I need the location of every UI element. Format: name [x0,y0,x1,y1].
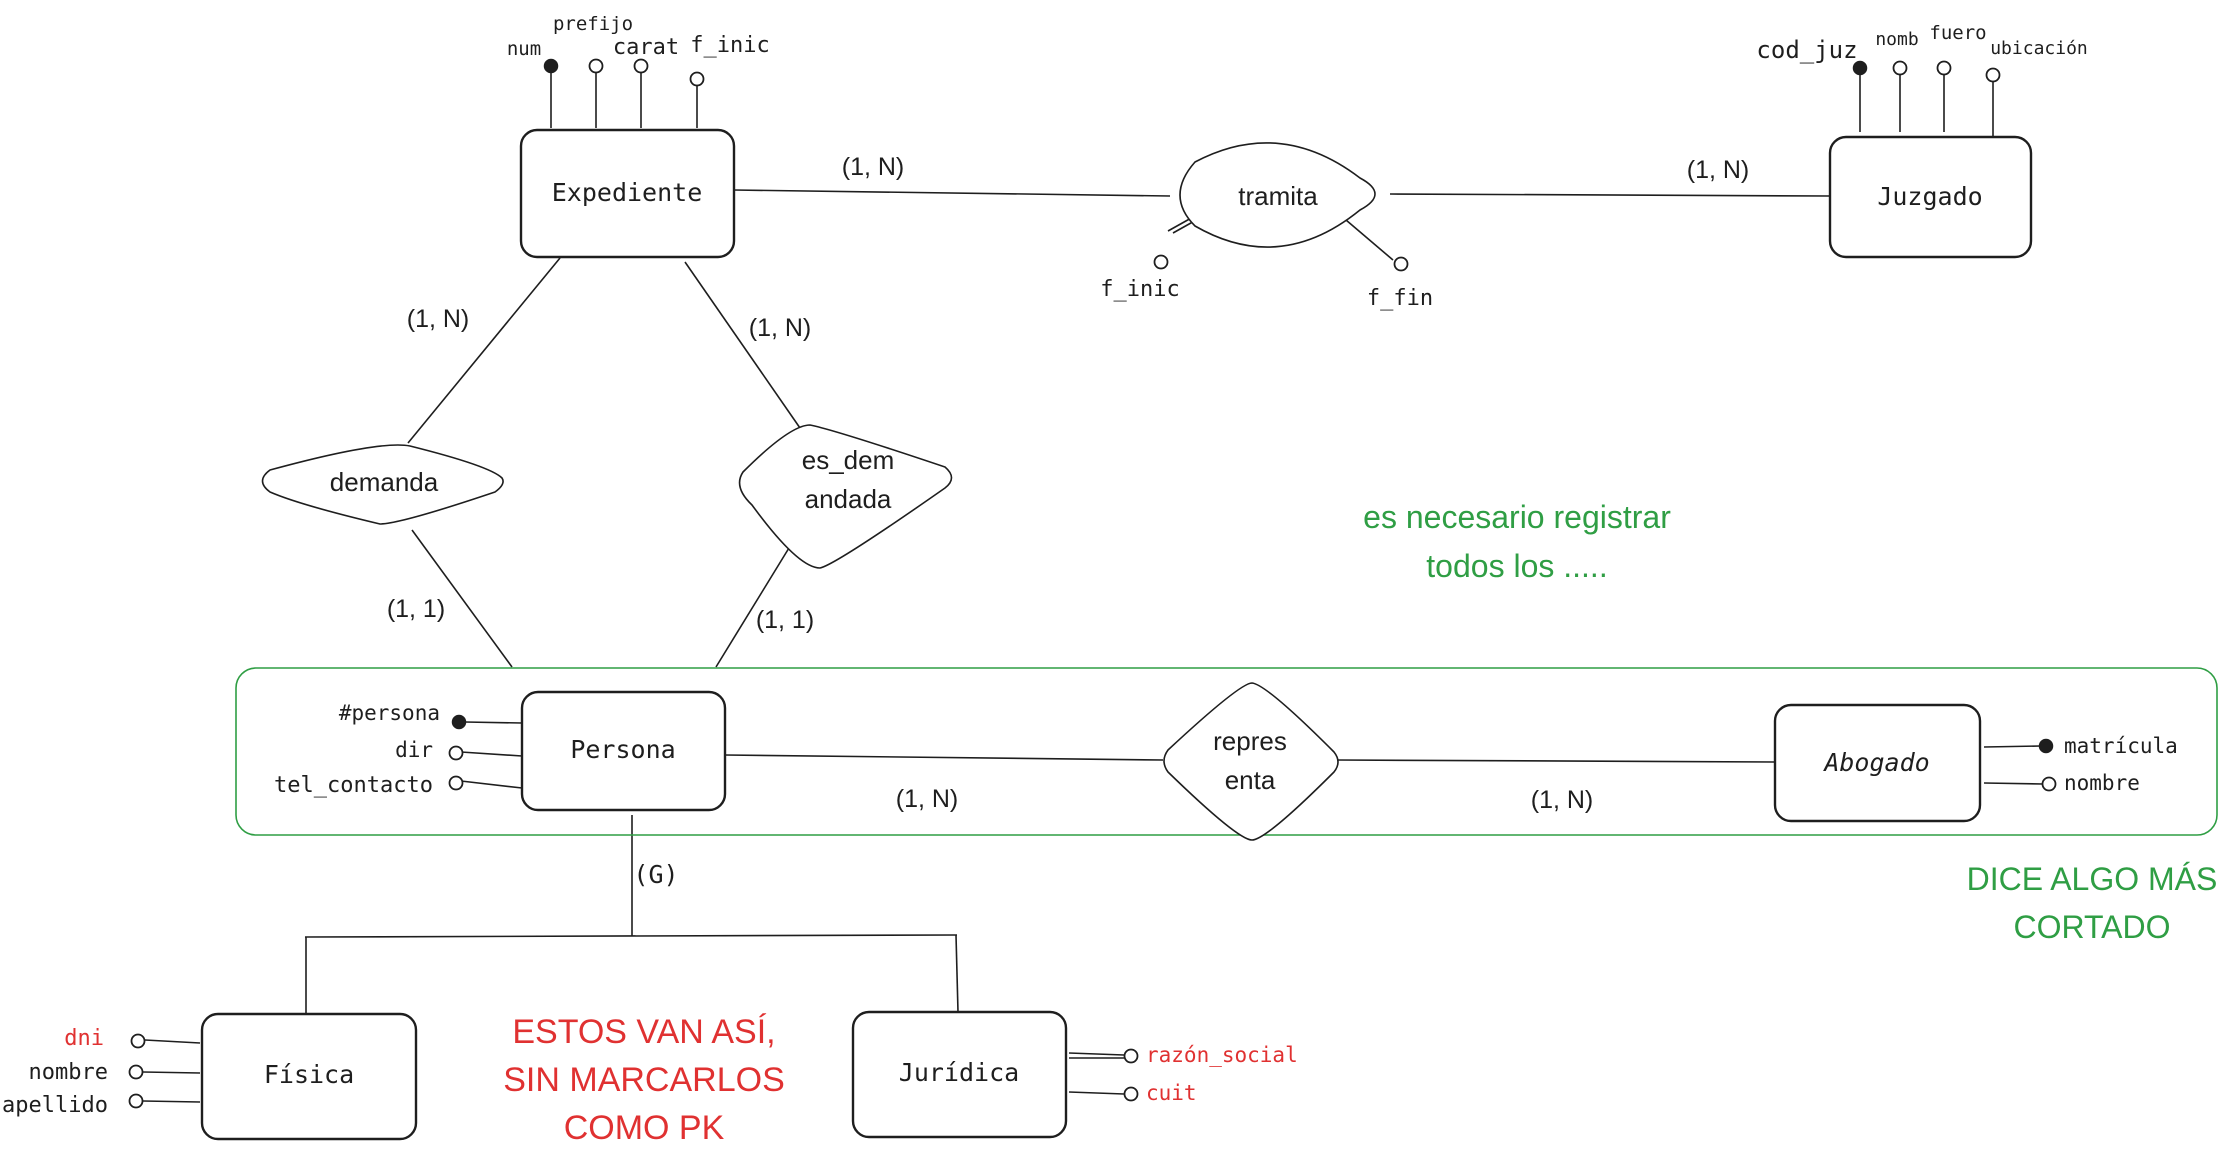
relationship-representa [1163,682,1339,841]
attr-dot-tramita-finic [1153,254,1169,270]
relationship-es-demandada [738,424,953,569]
card-expediente-demanda: (1, N) [407,305,470,333]
card-persona-esdemandada: (1, 1) [756,606,814,634]
attr-dot-apellido [128,1093,144,1109]
relationship-label-demanda: demanda [330,467,439,497]
relationship-demanda [261,444,504,525]
card-juzgado-tramita: (1, N) [1687,156,1750,184]
attr-dot-dni [130,1033,146,1049]
attr-label-fuero: fuero [1929,22,1986,44]
line-persona-representa [724,754,1164,761]
note-green-top-1: es necesario registrar [1363,499,1671,535]
aggregation-frame [235,667,2218,836]
entity-persona [520,690,727,812]
attr-dot-codjuz [1852,60,1868,76]
attr-label-fisica-nombre: nombre [29,1060,108,1085]
attr-label-razonsocial: razón_social [1146,1043,1298,1067]
attr-dot-tramita-ffin [1393,256,1409,272]
attr-label-matricula: matrícula [2064,734,2178,758]
entity-label-juzgado: Juzgado [1877,182,1982,211]
attr-label-telcontacto: tel_contacto [274,773,433,798]
attr-dot-razonsocial [1123,1048,1139,1064]
relationship-label-es-demandada-2: andada [805,484,892,514]
entity-expediente [519,128,736,259]
attr-label-ubicacion: ubicación [1990,38,2088,59]
entity-label-fisica: Física [264,1060,354,1089]
attr-label-codjuz: cod_juz [1756,36,1857,64]
card-persona-demanda: (1, 1) [387,595,445,623]
entity-label-juridica: Jurídica [899,1058,1019,1087]
entity-label-expediente: Expediente [552,178,703,207]
attr-dot-persona-id [451,714,467,730]
card-persona-representa: (1, N) [896,785,959,813]
note-green-right-1: DICE ALGO MÁS [1967,861,2218,897]
entity-fisica [200,1012,418,1141]
attr-label-tramita-finic: f_inic [1100,277,1179,302]
attr-label-prefijo: prefijo [553,13,633,35]
attr-label-dni: dni [64,1026,104,1051]
attr-dot-finic [689,71,705,87]
entity-juzgado [1828,135,2033,259]
note-green-top-2: todos los ..... [1426,548,1607,584]
card-generalization: (G) [633,860,678,889]
note-green-right-2: CORTADO [2013,909,2170,945]
attr-label-cuit: cuit [1146,1081,1197,1105]
cardinality-labels: (1, N) (1, N) (1, N) (1, N) (1, 1) (1, 1… [387,153,1749,889]
entity-label-persona: Persona [570,735,675,764]
attr-dot-dir [448,745,464,761]
line-demanda-persona [411,529,513,668]
attr-label-apellido: apellido [2,1093,108,1118]
entity-juridica [851,1010,1068,1139]
line-expediente-esdemandada [684,261,801,429]
line-esdemandada-persona [715,529,801,668]
attr-label-num: num [507,38,541,60]
attr-label-nomb: nomb [1875,29,1918,50]
attr-dot-carat [633,58,649,74]
attribute-labels: num prefijo carat f_inic cod_juz nomb fu… [2,13,2178,1118]
attr-label-dir: dir [395,738,433,762]
relationship-label-tramita: tramita [1238,181,1318,211]
line-bar-juridica [955,934,959,1013]
attr-label-tramita-ffin: f_fin [1367,286,1433,311]
attr-dot-cuit [1123,1086,1139,1102]
attr-label-persona-id: #persona [339,701,440,725]
line-representa-abogado [1336,759,1776,763]
card-abogado-representa: (1, N) [1531,786,1594,814]
relationship-label-es-demandada-1: es_dem [802,445,895,475]
note-red-1: ESTOS VAN ASÍ, [512,1013,775,1051]
attr-label-finic: f_inic [690,33,769,58]
note-red-3: COMO PK [564,1109,725,1147]
attr-dot-num [543,58,559,74]
line-expediente-demanda [407,257,561,444]
card-expediente-esdemandada: (1, N) [749,314,812,342]
attr-dot-nomb [1892,60,1908,76]
attr-dot-matricula [2038,738,2054,754]
relationship-label-representa-1: repres [1213,726,1287,756]
relationship-label-representa-2: enta [1225,765,1276,795]
attribute-stems [128,58,2057,1109]
line-expediente-tramita [733,189,1171,197]
line-tramita-juzgado [1389,193,1831,197]
attr-dot-ubicacion [1985,67,2001,83]
attr-dot-fuero [1936,60,1952,76]
notes: es necesario registrar todos los ..... D… [503,499,2217,1147]
entity-label-abogado: Abogado [1822,748,1929,777]
attr-label-abogado-nombre: nombre [2064,771,2140,795]
attr-dot-abogado-nombre [2041,776,2057,792]
attr-dot-telcontacto [448,775,464,791]
connector-lines [304,189,1831,1013]
attr-label-carat: carat [613,35,679,60]
attr-dot-fisica-nombre [128,1064,144,1080]
entity-abogado [1773,703,1982,823]
relationship-tramita [1179,142,1376,248]
attr-dot-prefijo [588,58,604,74]
line-generalization-bar [304,934,958,938]
card-expediente-tramita: (1, N) [842,153,905,181]
note-red-2: SIN MARCARLOS [503,1061,785,1099]
